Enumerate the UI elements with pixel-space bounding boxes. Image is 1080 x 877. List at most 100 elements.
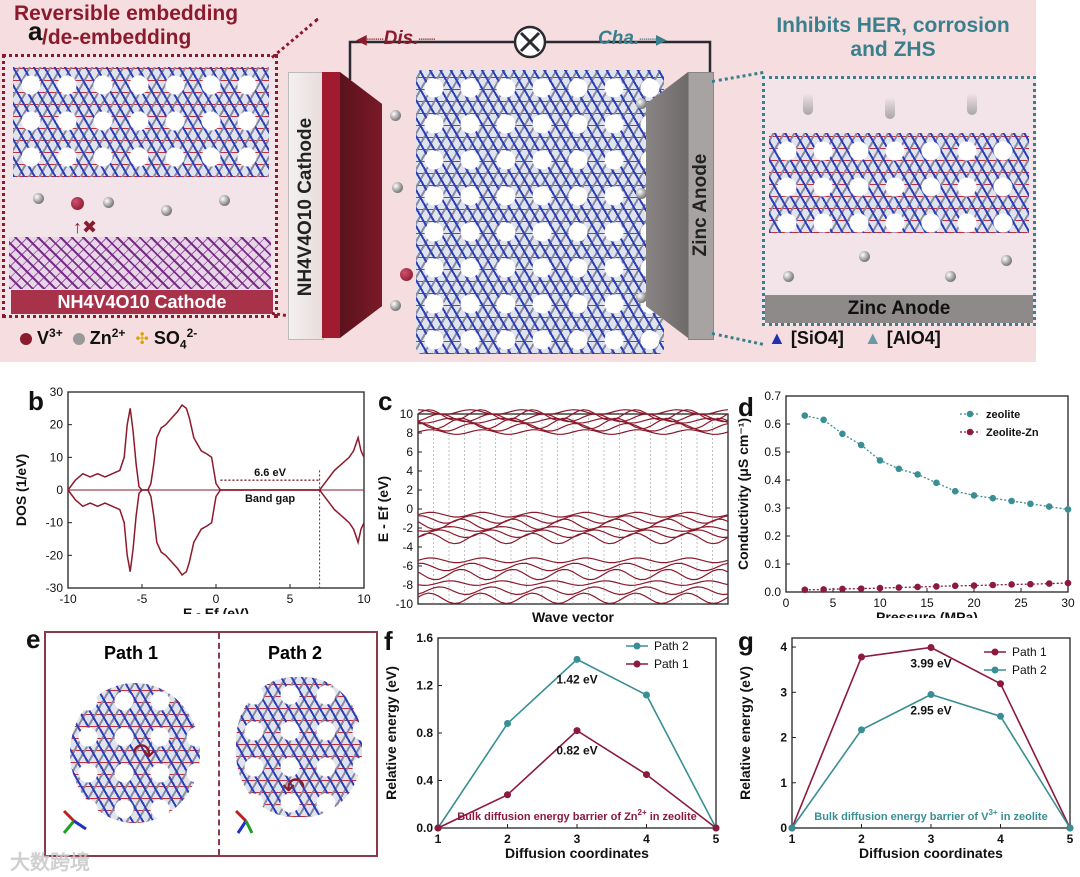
cathode-face [340, 72, 382, 338]
data-point [1008, 581, 1015, 588]
dis-text: Dis. [383, 28, 419, 49]
band-structure-chart: -10 -8 -6 -4 -2 0 2 4 6 8 10 Wave vector E - Ef (eV) [375, 407, 729, 624]
peak-value-label: 3.99 eV [910, 657, 951, 671]
path2-structure [236, 677, 362, 817]
data-point [1045, 503, 1053, 510]
ion-legend: V3+ Zn2+ ✣ SO42- [20, 326, 197, 352]
data-point [914, 583, 921, 591]
y-tick-label: -10 [46, 516, 64, 530]
legend-zn: Zn [89, 328, 112, 348]
conductivity-chart: 0 5 10 15 20 25 30 0.0 0.1 0.2 0.3 0.4 0.5 0.6 0.7 Pres… [735, 389, 1075, 618]
band-line [417, 525, 729, 532]
y-tick-label: -2 [402, 521, 413, 535]
legend-v3: V [37, 328, 50, 348]
anode-face [646, 72, 688, 338]
data-point [801, 586, 809, 594]
y-tick-label: 4 [406, 464, 413, 478]
legend-marker [966, 410, 974, 418]
right-title-line1: Inhibits HER, corrosion [776, 14, 1010, 37]
anode-bar: Zinc Anode [688, 72, 714, 340]
legend-so4-sub: 4 [179, 337, 187, 352]
alo4-legend-icon: ▲ [863, 328, 882, 348]
data-point [1008, 497, 1015, 505]
caption-label: Bulk diffusion energy barrier of V3+ in … [814, 808, 1047, 823]
band-line [417, 409, 729, 421]
y-tick-label: 0 [406, 502, 413, 516]
data-point [788, 824, 796, 832]
data-point [927, 644, 935, 651]
y-tick-label: 2 [780, 731, 787, 745]
data-point [970, 582, 978, 589]
zn-ion [392, 182, 403, 193]
path2-arrow-icon: ↶ [282, 772, 306, 803]
legend-so4-sup: 2- [186, 326, 198, 340]
y-tick-label: -10 [396, 597, 414, 611]
path1-arrow-icon: ↷ [132, 738, 156, 769]
y-tick-label: 0.4 [764, 473, 781, 487]
data-point [989, 581, 997, 589]
data-point [801, 412, 809, 419]
zn-ion [636, 292, 647, 303]
legend-so4: SO [153, 328, 180, 348]
y-tick-label: 1.2 [416, 679, 433, 693]
band-line [417, 557, 729, 564]
x-tick-label: 15 [920, 596, 934, 610]
zeolite-separator [416, 70, 664, 354]
data-point [1027, 500, 1034, 508]
left-title-line2: /de-embedding [42, 26, 192, 49]
data-point [573, 655, 581, 663]
y-tick-label: 0.8 [416, 726, 433, 740]
axes-icon [62, 809, 87, 834]
data-point [820, 586, 827, 593]
y-tick-label: 0.6 [764, 417, 781, 431]
blocked-cross-icon: ↑✖ [73, 217, 98, 237]
x-tick-label: 4 [997, 832, 1004, 846]
x-tick-label: 10 [357, 592, 371, 606]
band-line [417, 422, 729, 432]
y-axis-label: Relative energy (eV) [737, 666, 753, 800]
panel-letter-d: d [738, 392, 754, 422]
legend-marker [991, 666, 999, 674]
panel-letter-g: g [738, 626, 754, 656]
zn-ion [783, 271, 794, 282]
y-tick-label: 8 [406, 426, 413, 440]
cha-text: Cha. [598, 28, 640, 49]
v3-ion [400, 268, 413, 281]
band-line [417, 429, 729, 435]
band-line [417, 586, 729, 596]
cathode-slab-label: NH4V4O10 Cathode [11, 290, 273, 314]
band-line [417, 568, 729, 581]
band-line [417, 409, 729, 416]
x-tick-label: 1 [435, 832, 442, 846]
y-tick-label: 0.4 [416, 774, 433, 788]
connector-line [711, 332, 764, 346]
right-title-line2: and ZHS [850, 38, 936, 61]
zn-ion [161, 205, 172, 216]
data-point [643, 771, 650, 779]
caption-label: Bulk diffusion energy barrier of Zn2+ in… [457, 808, 697, 823]
discharge-label: ◀┈┈Dis.┈┈ [356, 28, 436, 49]
y-tick-label: 0.0 [764, 585, 781, 599]
band-line [417, 532, 729, 545]
y-tick-label: 1 [780, 776, 787, 790]
x-tick-label: 0 [213, 592, 220, 606]
data-point [573, 727, 581, 735]
band-line [417, 592, 729, 605]
x-tick-label: 30 [1061, 596, 1075, 610]
peak-value-label: 1.42 eV [556, 672, 597, 686]
legend-alo4: [AlO4] [886, 328, 941, 348]
data-point [997, 712, 1004, 720]
y-tick-label: 30 [50, 385, 64, 399]
data-point [989, 494, 997, 502]
zn-ion [219, 195, 230, 206]
data-point [876, 457, 884, 464]
zn-ion [103, 197, 114, 208]
y-tick-label: 0.7 [764, 389, 781, 403]
data-point [970, 492, 978, 499]
y-axis-label: Conductivity (μS cm⁻¹) [735, 418, 751, 570]
x-axis-label: Pressure (MPa) [876, 609, 978, 618]
v3-legend-icon [20, 333, 32, 346]
so4-legend-icon: ✣ [135, 331, 149, 348]
legend-label: Path 2 [1012, 663, 1047, 677]
